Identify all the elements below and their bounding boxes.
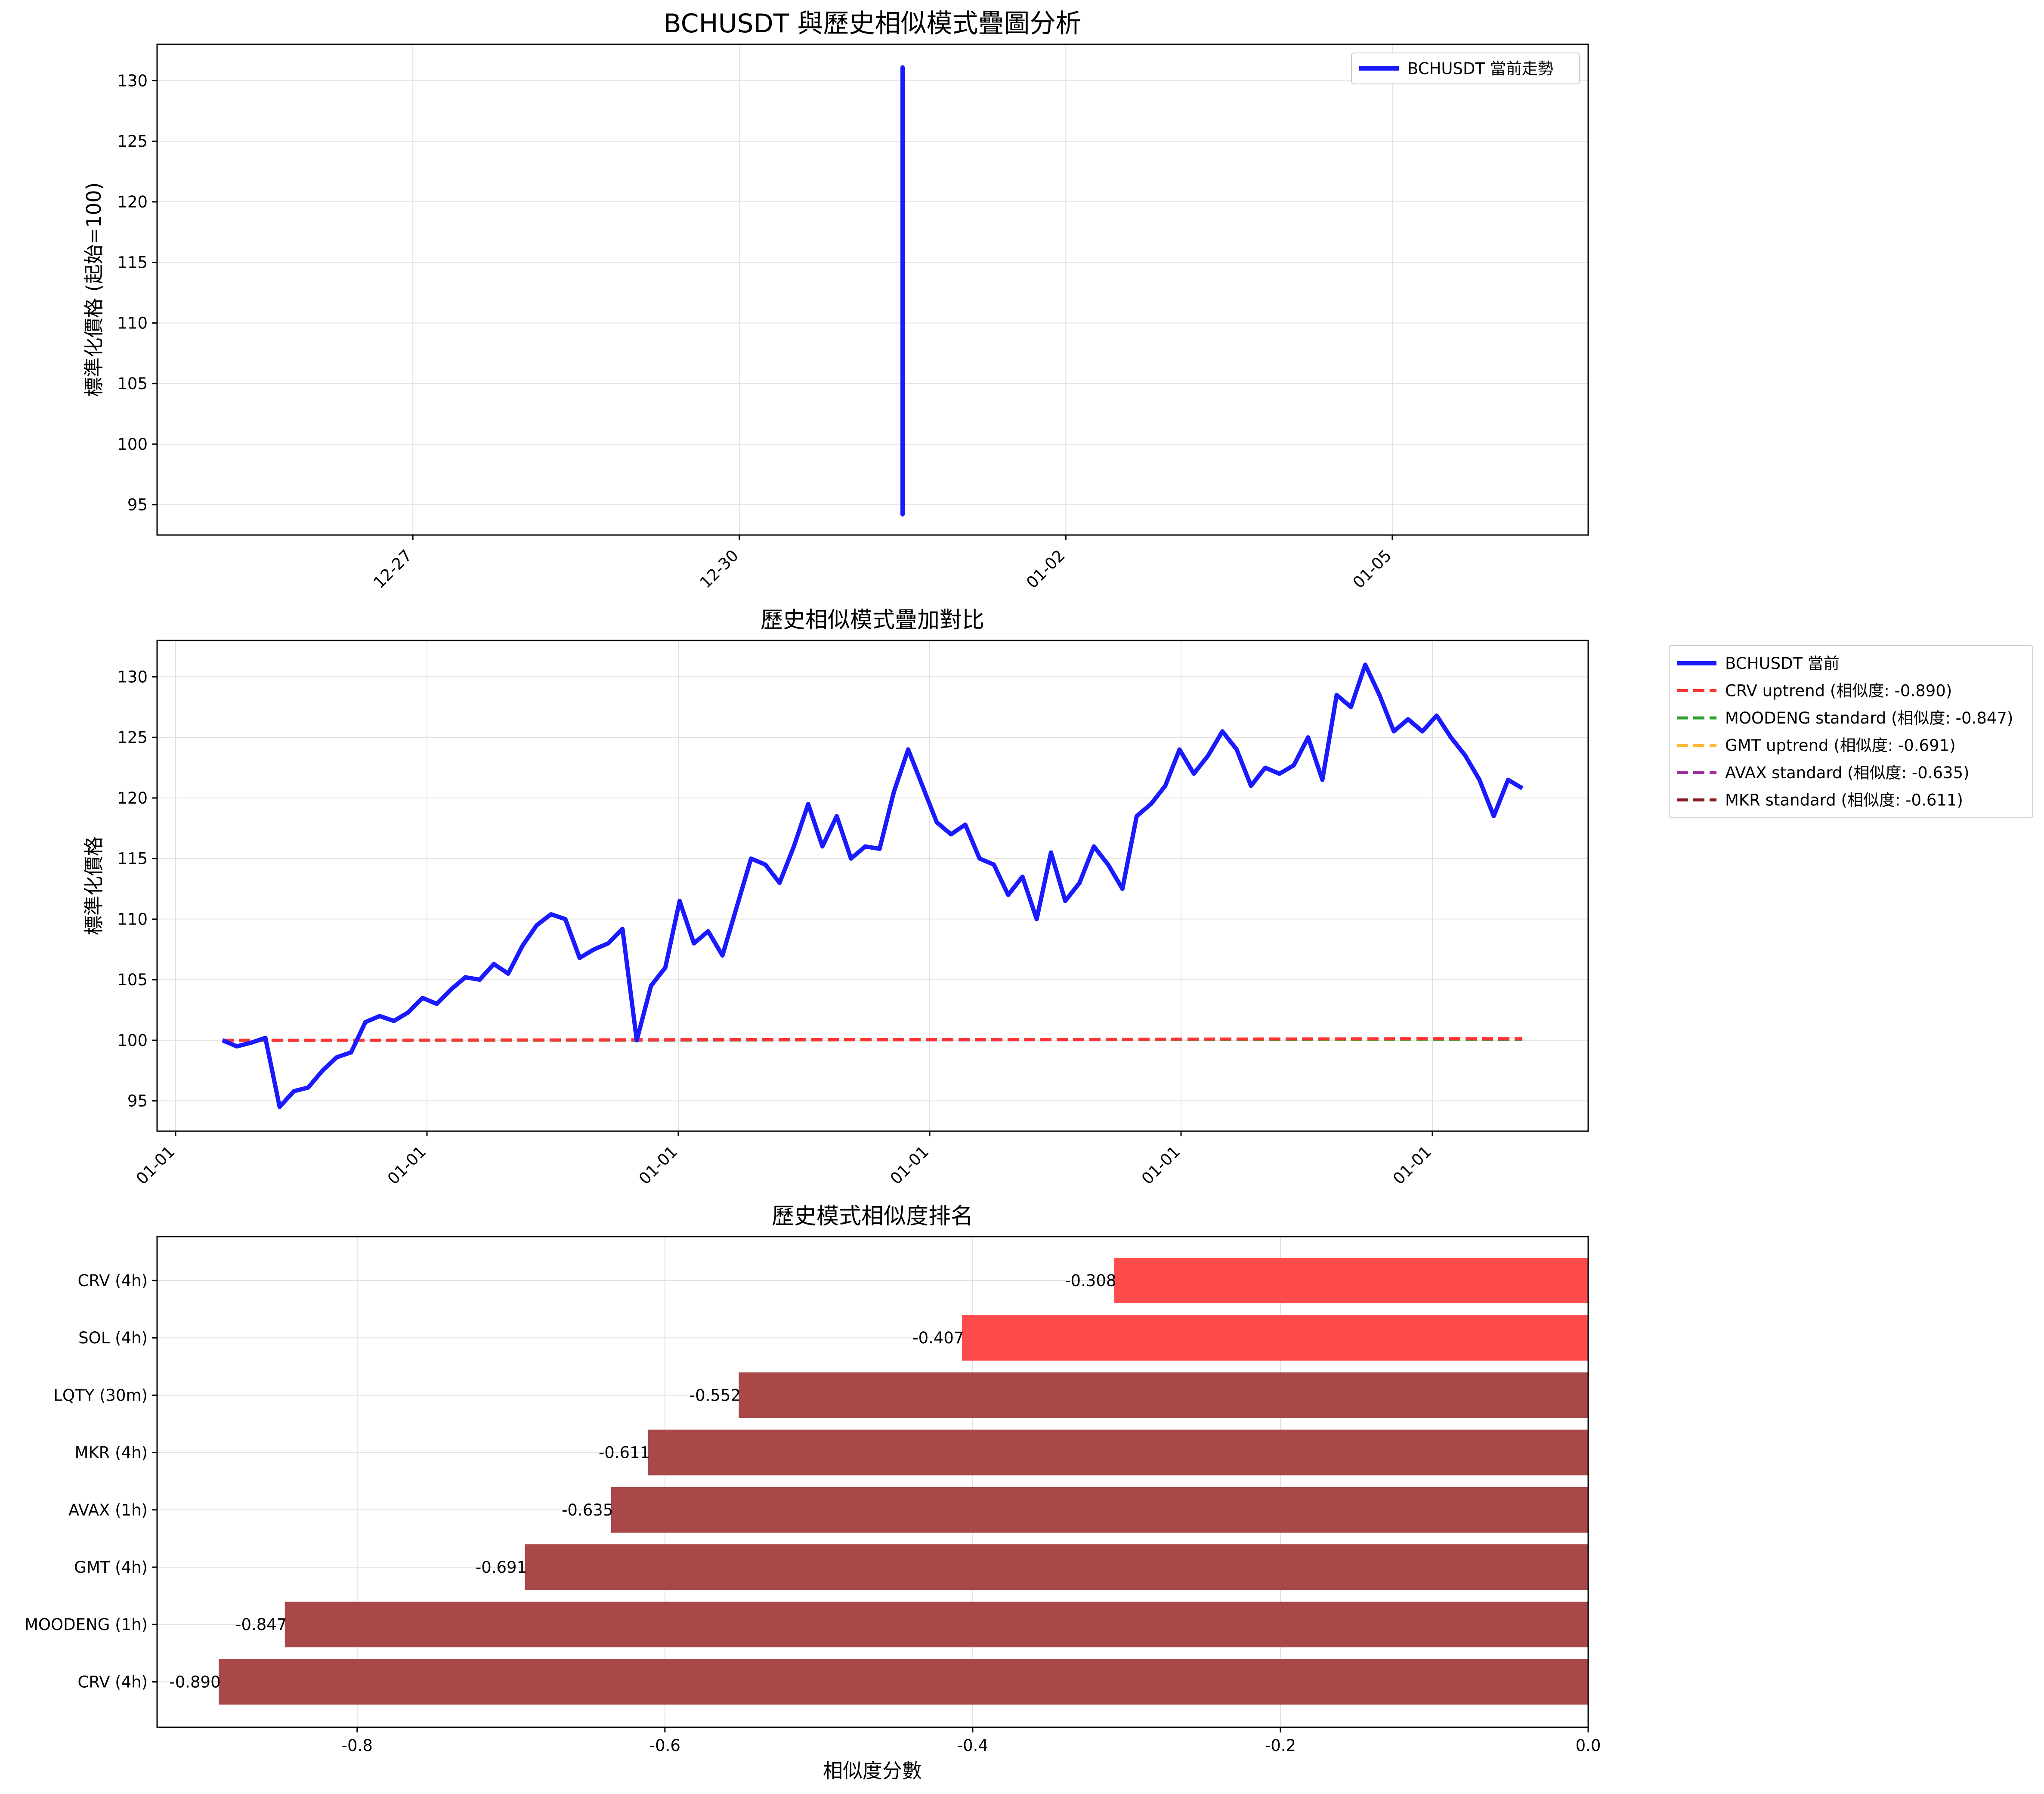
top-chart-y-tick-label: 100 xyxy=(117,435,148,454)
middle-chart-legend-label: BCHUSDT 當前 xyxy=(1725,654,1840,673)
top-chart-y-label: 標準化價格 (起始=100) xyxy=(82,182,105,397)
top-chart-legend-box xyxy=(1351,53,1580,84)
bottom-chart-bar xyxy=(219,1659,1588,1705)
top-chart-y-tick-label: 105 xyxy=(117,374,148,393)
bottom-chart-bar-value-label: -0.847 xyxy=(235,1615,287,1634)
bottom-chart-x-tick-label: -0.2 xyxy=(1265,1736,1296,1755)
bottom-chart-x-tick-label: 0.0 xyxy=(1576,1736,1601,1755)
middle-chart-y-ticks: 95 100 105 110 115 120 125 130 xyxy=(117,668,157,1110)
top-chart-title: BCHUSDT 與歷史相似模式疊圖分析 xyxy=(663,9,1081,39)
top-chart-y-tick-label: 115 xyxy=(117,254,148,272)
bottom-chart-bar-value-label: -0.552 xyxy=(690,1386,741,1404)
middle-chart-y-tick-label: 125 xyxy=(117,728,148,747)
bottom-chart-bar xyxy=(611,1487,1588,1533)
top-chart-grid xyxy=(157,44,1588,535)
bottom-chart-bar-value-label: -0.890 xyxy=(169,1673,220,1691)
bottom-chart-bar-value-label: -0.635 xyxy=(562,1501,613,1519)
top-chart: BCHUSDT 與歷史相似模式疊圖分析 95 100 105 110 115 120 125… xyxy=(82,9,1589,592)
top-chart-x-tick-label: 01-02 xyxy=(1023,546,1068,592)
middle-chart-series-line xyxy=(222,1037,1523,1042)
middle-chart-legend-label: MKR standard (相似度: -0.611) xyxy=(1725,791,1963,810)
middle-chart-x-tick-label: 01-01 xyxy=(384,1142,430,1188)
middle-chart-y-tick-label: 105 xyxy=(117,971,148,989)
bottom-chart-bar xyxy=(739,1372,1588,1418)
top-chart-y-tick-label: 95 xyxy=(127,496,148,514)
middle-chart-x-tick-label: 01-01 xyxy=(133,1142,178,1188)
top-chart-x-tick-label: 01-05 xyxy=(1349,546,1395,592)
bottom-chart-bar-value-label: -0.691 xyxy=(476,1558,527,1577)
middle-chart-title: 歷史相似模式疊加對比 xyxy=(761,607,984,633)
bottom-chart-bar-value-label: -0.611 xyxy=(599,1444,650,1462)
top-chart-x-tick-label: 12-27 xyxy=(370,546,415,592)
top-chart-y-tick-label: 110 xyxy=(117,314,148,332)
bottom-chart-x-label: 相似度分數 xyxy=(823,1759,922,1782)
middle-chart-x-tick-label: 01-01 xyxy=(1389,1142,1435,1188)
middle-chart-legend: BCHUSDT 當前 CRV uptrend (相似度: -0.890) MOODE… xyxy=(1669,645,2033,818)
bottom-chart-bars: -0.308 -0.407 -0.552 -0.611 -0.635 -0.691 -0.8… xyxy=(169,1258,1588,1705)
top-chart-frame xyxy=(156,43,1589,536)
middle-chart-x-ticks: 01-01 01-01 01-01 01-01 01-01 01-01 xyxy=(133,1131,1435,1188)
middle-chart-y-tick-label: 110 xyxy=(117,910,148,928)
bottom-chart-y-tick-label: LQTY (30m) xyxy=(53,1386,148,1404)
middle-chart: 歷史相似模式疊加對比 95 100 105 110 115 120 125 130 01-01… xyxy=(82,607,2033,1188)
middle-chart-y-label: 標準化價格 xyxy=(82,836,105,935)
middle-chart-x-tick-label: 01-01 xyxy=(1138,1142,1184,1188)
middle-chart-series-line xyxy=(222,662,1524,1109)
middle-chart-legend-box xyxy=(1669,645,2033,818)
bottom-chart-y-tick-label: CRV (4h) xyxy=(78,1673,148,1691)
bottom-chart-bar-value-label: -0.308 xyxy=(1065,1271,1116,1290)
middle-chart-frame xyxy=(156,640,1589,1132)
top-chart-y-tick-label: 125 xyxy=(117,132,148,151)
bottom-chart-y-tick-label: GMT (4h) xyxy=(74,1558,148,1577)
bottom-chart-y-tick-label: CRV (4h) xyxy=(78,1271,148,1290)
top-chart-y-ticks: 95 100 105 110 115 120 125 130 xyxy=(117,71,157,514)
middle-chart-y-tick-label: 130 xyxy=(117,668,148,686)
bottom-chart-bar xyxy=(1114,1258,1588,1303)
top-chart-x-ticks: 12-27 12-30 01-02 01-05 xyxy=(370,535,1395,592)
bottom-chart-y-tick-label: AVAX (1h) xyxy=(68,1501,148,1519)
middle-chart-y-tick-label: 120 xyxy=(117,789,148,807)
bottom-chart-x-tick-label: -0.6 xyxy=(649,1736,680,1755)
middle-chart-y-tick-label: 95 xyxy=(127,1092,148,1110)
bottom-chart-bar xyxy=(648,1429,1588,1475)
middle-chart-legend-label: MOODENG standard (相似度: -0.847) xyxy=(1725,709,2013,727)
bottom-chart-grid xyxy=(157,1237,1589,1727)
bottom-chart-y-tick-label: MOODENG (1h) xyxy=(25,1615,148,1634)
middle-chart-series xyxy=(222,662,1524,1109)
middle-chart-grid xyxy=(157,640,1588,1131)
middle-chart-x-tick-label: 01-01 xyxy=(635,1142,681,1188)
bottom-chart-title: 歷史模式相似度排名 xyxy=(772,1203,973,1229)
top-chart-y-tick-label: 130 xyxy=(117,71,148,90)
bottom-chart-y-tick-label: MKR (4h) xyxy=(74,1444,148,1462)
top-chart-y-tick-label: 120 xyxy=(117,193,148,211)
bottom-chart-x-tick-label: -0.8 xyxy=(342,1736,373,1755)
top-chart-legend: BCHUSDT 當前走勢 xyxy=(1351,53,1580,84)
middle-chart-y-tick-label: 115 xyxy=(117,850,148,868)
bottom-chart-bar xyxy=(962,1315,1588,1361)
bottom-chart-x-tick-label: -0.4 xyxy=(957,1736,988,1755)
middle-chart-legend-label: AVAX standard (相似度: -0.635) xyxy=(1725,764,1970,782)
top-chart-x-tick-label: 12-30 xyxy=(696,546,742,592)
middle-chart-legend-label: GMT uptrend (相似度: -0.691) xyxy=(1725,736,1956,755)
middle-chart-y-tick-label: 100 xyxy=(117,1031,148,1050)
bottom-chart: 歷史模式相似度排名 -0.308 -0.407 -0.552 -0.611 -0.635… xyxy=(25,1203,1601,1782)
bottom-chart-frame xyxy=(156,1236,1589,1728)
top-chart-legend-label: BCHUSDT 當前走勢 xyxy=(1407,59,1554,78)
bottom-chart-bar-value-label: -0.407 xyxy=(912,1329,964,1347)
bottom-chart-y-tick-label: SOL (4h) xyxy=(78,1329,148,1347)
bottom-chart-x-ticks: -0.8 -0.6 -0.4 -0.2 0.0 xyxy=(342,1727,1601,1755)
middle-chart-legend-label: CRV uptrend (相似度: -0.890) xyxy=(1725,682,1952,700)
bottom-chart-bar xyxy=(284,1602,1588,1648)
middle-chart-x-tick-label: 01-01 xyxy=(887,1142,932,1188)
bottom-chart-bar xyxy=(525,1544,1588,1590)
bottom-chart-y-ticks: CRV (4h) SOL (4h) LQTY (30m) MKR (4h) AVAX (… xyxy=(25,1271,157,1691)
